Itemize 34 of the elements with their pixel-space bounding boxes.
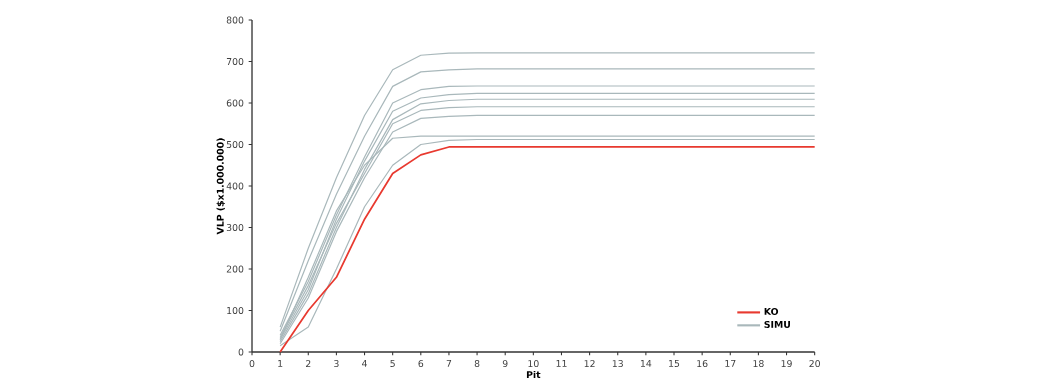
x-tick-label: 11 [556, 360, 567, 367]
x-tick-label: 7 [446, 360, 452, 367]
y-tick-label: 0 [238, 348, 244, 356]
x-axis-title: Pit [526, 370, 541, 379]
y-tick-label: 100 [227, 306, 244, 315]
x-tick-label: 16 [697, 360, 708, 368]
x-tick-label: 9 [502, 360, 508, 368]
x-tick-label: 20 [809, 360, 820, 368]
x-tick-label: 0 [249, 360, 255, 368]
y-tick-label: 400 [226, 182, 244, 190]
x-tick-label: 8 [474, 360, 480, 368]
x-tick-label: 4 [362, 360, 367, 367]
legend-label: KO [764, 307, 779, 315]
y-tick-label: 700 [226, 57, 244, 66]
x-tick-label: 14 [640, 360, 652, 367]
y-axis-title: VLP ($x1.000.000) [216, 138, 225, 235]
x-tick-label: 13 [612, 360, 623, 368]
x-tick-label: 10 [528, 360, 539, 368]
x-tick-label: 2 [305, 360, 311, 367]
x-tick-label: 17 [725, 360, 736, 367]
x-tick-label: 5 [390, 360, 395, 367]
x-tick-label: 18 [753, 360, 764, 368]
x-tick-label: 12 [584, 360, 595, 367]
legend-label: SIMU [764, 320, 790, 328]
y-tick-label: 800 [226, 16, 244, 24]
x-tick-label: 3 [334, 360, 339, 368]
x-tick-label: 1 [278, 360, 283, 367]
x-tick-label: 15 [669, 360, 680, 367]
y-tick-label: 200 [226, 265, 244, 273]
x-tick-label: 6 [418, 360, 424, 368]
y-tick-label: 600 [226, 99, 244, 107]
y-tick-label: 500 [226, 140, 244, 149]
y-tick-label: 300 [226, 223, 244, 232]
x-tick-label: 19 [781, 360, 792, 368]
